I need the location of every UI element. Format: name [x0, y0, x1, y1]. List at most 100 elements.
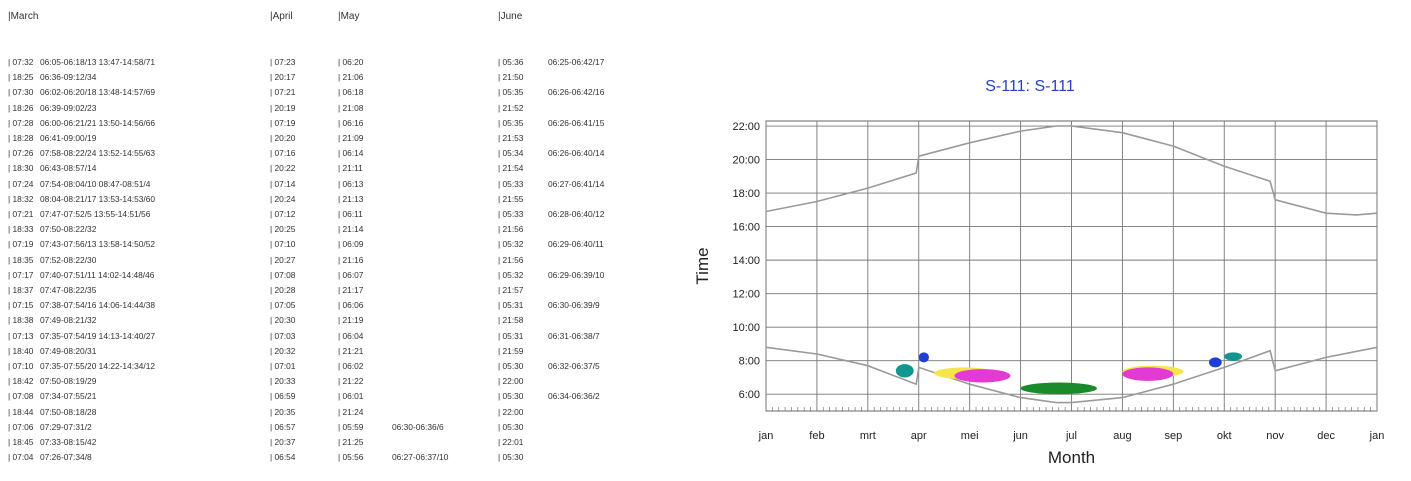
table-cell: | 05:31 — [498, 330, 524, 341]
table-cell: | 05:31 — [498, 300, 524, 311]
x-tick-label: mrt — [860, 430, 876, 442]
x-tick-label: jul — [1065, 430, 1077, 442]
table-row: | 07:28 06:00-06:21/21 13:50-14:56/66 | 07… — [0, 118, 680, 131]
table-cell: 06:25-06:42/17 — [548, 57, 605, 67]
y-tick-label: 18:00 — [732, 188, 760, 200]
table-cell: | 07:05 — [270, 300, 296, 311]
x-tick-label: jan — [1369, 430, 1385, 442]
table-cell: 07:47-07:52/5 13:55-14:51/56 — [40, 209, 151, 219]
table-row: | 18:45 07:33-08:15/42 | 20:37 | 21:25 | 22:… — [0, 437, 680, 450]
table-row: | 07:19 07:43-07:56/13 13:58-14:50/52 | 07… — [0, 239, 680, 252]
y-axis-label: Time — [693, 247, 712, 284]
table-cell: | 22:00 — [498, 406, 524, 417]
table-cell: 06:02-06:20/18 13:48-14:57/69 — [40, 87, 156, 98]
table-cell: | 06:06 — [338, 300, 364, 311]
table-cell: | 05:30 — [498, 361, 524, 371]
table-cell: | 05:32 — [498, 239, 524, 250]
table-cell: | 05:30 — [498, 391, 524, 402]
time-table: |March |April |May |June | 07:32 06:05-06… — [0, 0, 680, 481]
table-cell: | 07:01 — [270, 361, 296, 371]
x-tick-label: sep — [1164, 430, 1182, 442]
table-cell: | 07:28 — [8, 117, 34, 128]
chart-title: S-111: S-111 — [985, 78, 1075, 95]
table-cell: | 18:37 — [8, 285, 34, 295]
table-row: | 07:06 07:29-07:31/2 | 06:57 | 05:59 06:30-… — [0, 422, 680, 435]
table-cell: 07:33-08:15/42 — [40, 437, 97, 447]
table-row: | 07:30 06:02-06:20/18 13:48-14:57/69 | 07… — [0, 87, 680, 100]
table-cell: | 05:33 — [498, 178, 524, 189]
header-april: |April — [270, 11, 293, 22]
table-cell: | 21:19 — [338, 315, 364, 326]
table-cell: 07:26-07:34/8 — [40, 452, 92, 463]
table-cell: 08:04-08:21/17 13:53-14:53/60 — [40, 193, 156, 204]
table-cell: | 21:56 — [498, 254, 524, 265]
y-tick-label: 20:00 — [732, 155, 760, 167]
table-cell: | 22:00 — [498, 376, 524, 387]
table-cell: | 21:08 — [338, 102, 364, 113]
table-cell: | 20:32 — [270, 345, 296, 356]
table-cell: | 07:10 — [270, 239, 296, 250]
table-cell: | 18:35 — [8, 254, 34, 265]
table-row: | 07:32 06:05-06:18/13 13:47-14:58/71 | 07… — [0, 57, 680, 70]
x-tick-label: apr — [911, 430, 927, 442]
table-cell: | 07:32 — [8, 57, 34, 67]
table-cell: 06:36-09:12/34 — [40, 72, 97, 83]
table-cell: | 07:19 — [8, 239, 34, 250]
table-row: | 18:32 08:04-08:21/17 13:53-14:53/60 | 20… — [0, 194, 680, 207]
table-cell: 06:43-08:57/14 — [40, 163, 97, 174]
table-row: | 07:15 07:38-07:54/16 14:06-14:44/38 | 07… — [0, 300, 680, 313]
table-cell: | 18:32 — [8, 193, 34, 204]
table-cell: | 20:19 — [270, 102, 296, 113]
table-cell: 06:30-06:39/9 — [548, 300, 600, 311]
table-row: | 18:25 06:36-09:12/34 | 20:17 | 21:06 | 21:… — [0, 72, 680, 85]
table-cell: | 07:16 — [270, 148, 296, 159]
table-cell: 07:49-08:20/31 — [40, 345, 97, 356]
table-cell: 06:32-06:37/5 — [548, 361, 600, 371]
sunset-line — [765, 125, 1378, 216]
table-cell: 06:26-06:41/15 — [548, 117, 605, 128]
table-cell: | 06:13 — [338, 178, 364, 189]
table-cell: 07:50-08:22/32 — [40, 224, 97, 235]
table-cell: | 21:09 — [338, 133, 364, 143]
table-cell: | 20:25 — [270, 224, 296, 235]
x-tick-label: okt — [1217, 430, 1232, 442]
table-cell: | 21:54 — [498, 163, 524, 174]
chart-panel: S-111: S-111 jan feb mrt apr mei jun jul aug sep… — [680, 0, 1411, 481]
table-cell: 06:27-06:37/10 — [392, 452, 449, 463]
table-cell: | 21:50 — [498, 72, 524, 83]
table-cell: | 20:22 — [270, 163, 296, 174]
table-row: | 07:24 07:54-08:04/10 08:47-08:51/4 | 07:… — [0, 179, 680, 192]
table-cell: | 05:35 — [498, 117, 524, 128]
table-cell: 06:26-06:40/14 — [548, 148, 605, 159]
table-cell: 07:58-08:22/24 13:52-14:55/63 — [40, 148, 156, 159]
table-cell: 07:49-08:21/32 — [40, 315, 97, 326]
table-cell: 06:30-06:36/6 — [392, 421, 444, 432]
table-cell: | 18:44 — [8, 406, 34, 417]
table-cell: | 07:06 — [8, 421, 34, 432]
table-cell: | 21:21 — [338, 345, 364, 356]
table-row: | 07:17 07:40-07:51/11 14:02-14:48/46 | 07… — [0, 270, 680, 283]
table-cell: | 21:25 — [338, 437, 364, 447]
table-row: | 07:26 07:58-08:22/24 13:52-14:55/63 | 07… — [0, 148, 680, 161]
table-cell: | 07:03 — [270, 330, 296, 341]
x-tick-label: nov — [1266, 430, 1284, 442]
table-cell: | 07:08 — [8, 391, 34, 402]
shadow-blob — [1020, 382, 1097, 395]
table-cell: 07:43-07:56/13 13:58-14:50/52 — [40, 239, 156, 250]
table-cell: 06:28-06:40/12 — [548, 209, 605, 219]
table-cell: | 07:30 — [8, 87, 34, 98]
table-cell: | 06:20 — [338, 57, 364, 67]
table-cell: | 06:09 — [338, 239, 364, 250]
table-row: | 18:26 06:39-09:02/23 | 20:19 | 21:08 | 21:… — [0, 103, 680, 116]
y-tick-label: 6:00 — [739, 389, 760, 401]
x-tick-label: dec — [1317, 430, 1335, 442]
table-row: | 07:04 07:26-07:34/8 | 06:54 | 05:56 06:27-… — [0, 452, 680, 465]
table-cell: | 20:37 — [270, 437, 296, 447]
table-cell: | 18:38 — [8, 315, 34, 326]
table-cell: | 05:33 — [498, 209, 524, 219]
shadow-blob — [918, 352, 929, 363]
table-cell: | 21:11 — [338, 163, 363, 174]
table-cell: 07:40-07:51/11 14:02-14:48/46 — [40, 269, 155, 280]
shadow-blob — [895, 364, 914, 378]
table-cell: | 21:16 — [338, 254, 364, 265]
